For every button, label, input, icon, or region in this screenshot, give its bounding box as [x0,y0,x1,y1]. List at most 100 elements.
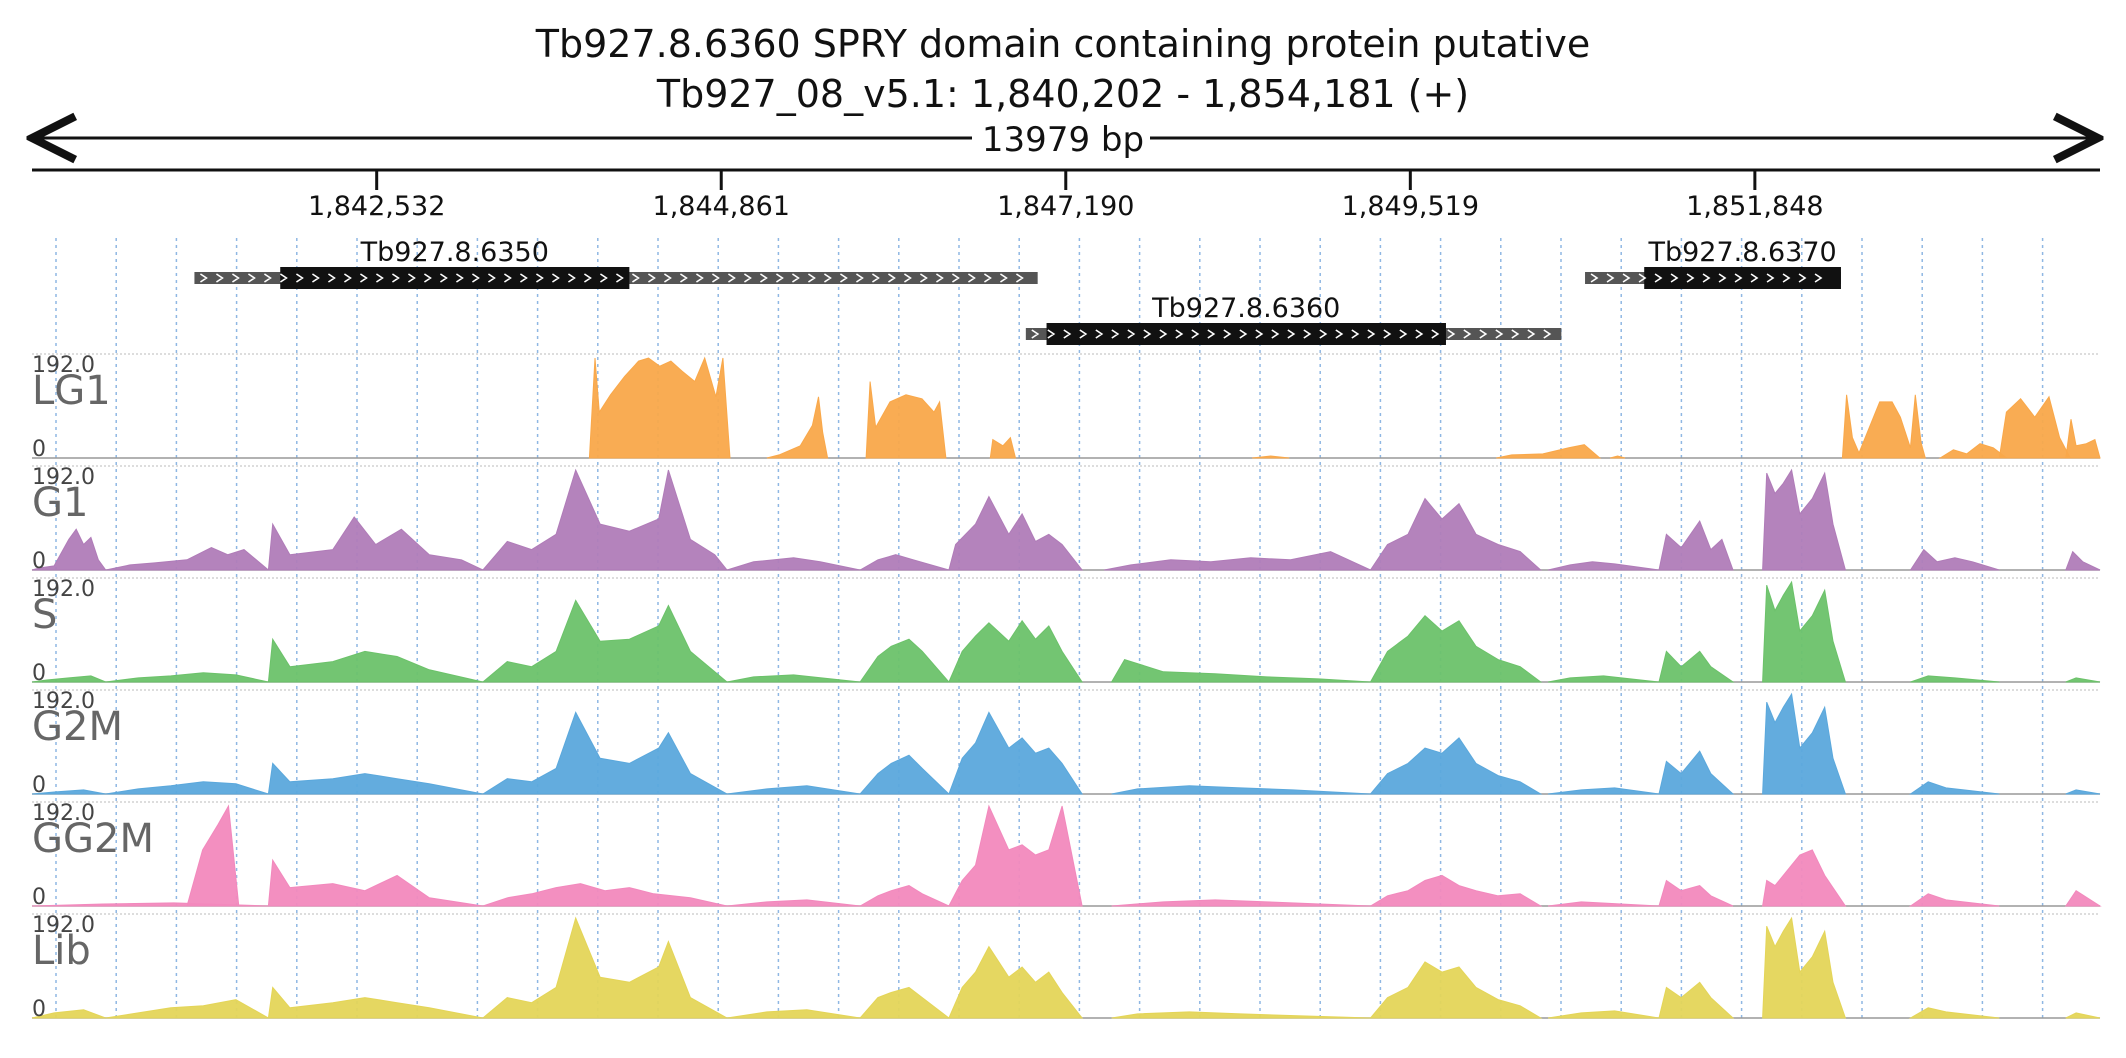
coverage-area [31,1009,106,1019]
coverage-area [105,781,269,795]
track-ymax-label: 192.0 [32,577,95,602]
coverage-area [1111,899,1371,907]
coverage-area [481,916,729,1019]
coverage-area [1841,394,1926,459]
coverage-area [1658,650,1735,683]
coverage-area [481,599,729,683]
gene-strand-chevrons [1031,329,1552,339]
track-ymax-label: 192.0 [32,465,95,490]
chart-subtitle: Tb927_08_v5.1: 1,840,202 - 1,854,181 (+) [656,72,1469,116]
coverage-area [1111,785,1371,795]
coverage-area [948,619,1084,683]
coverage-area [1369,614,1543,683]
coverage-area [1610,455,1626,459]
coverage-area [1111,1011,1371,1019]
coverage-area [726,557,861,571]
coverage-area [859,754,951,795]
coverage-area [948,711,1084,795]
track-ymin-label: 0 [32,885,46,910]
coverage-area [1762,849,1847,907]
coverage-area [267,516,484,571]
gene-label: Tb927.8.6350 [360,237,549,268]
coverage-area [2064,890,2102,907]
coverage-area [2065,550,2101,571]
gene-cds [1644,267,1841,289]
coverage-area [859,638,950,683]
coverage-area [726,674,861,683]
coverage-area [1548,1010,1660,1019]
gene-models: Tb927.8.6350 Tb927.8.6360 Tb927.8.6370 [194,237,1841,345]
coverage-area [1762,692,1847,795]
gene-label: Tb927.8.6360 [1151,293,1340,324]
coverage-area [105,547,270,571]
track-ymin-label: 0 [32,437,46,462]
coverage-area [1762,916,1847,1019]
coverage-area [865,381,947,459]
track-g2m: 192.0 0 G2M [31,689,2101,798]
coverage-area [1909,548,2000,571]
coverage-area [1908,893,2000,907]
coverage-area [1908,781,2000,795]
coverage-area [1369,497,1543,571]
coverage-area [588,356,731,459]
coverage-area [948,804,1083,907]
chart-title: Tb927.8.6360 SPRY domain containing prot… [535,22,1590,66]
coverage-area [726,1009,861,1019]
coverage-area [1658,981,1735,1019]
coverage-area [481,711,729,795]
coverage-area [1762,580,1847,683]
coverage-area [1908,1007,2000,1019]
gene-label: Tb927.8.6370 [1647,237,1836,268]
coverage-area [267,858,483,907]
coverage-area [858,885,950,907]
gene-cds [280,267,630,289]
track-name-label: LG1 [32,368,111,414]
coverage-area [858,554,950,571]
coverage-area [1658,750,1735,795]
coverage-area [31,789,106,795]
coverage-area [481,468,729,571]
gene-model: Tb927.8.6350 [194,237,1038,289]
coverage-area [105,999,271,1019]
track-ymin-label: 0 [32,549,46,574]
coverage-area [267,762,483,795]
span-label: 13979 bp [982,120,1144,160]
track-ymax-label: 192.0 [32,913,95,938]
track-ymax-label: 192.0 [32,353,95,378]
track-lib: 192.0 0 Lib [31,913,2101,1022]
coverage-area [1762,468,1847,571]
coverage-area [1658,519,1734,571]
coverage-area [186,804,240,907]
coverage-area [1938,443,2009,459]
coverage-area [948,945,1084,1019]
coverage-area [1548,675,1660,683]
tick-label: 1,844,861 [653,191,790,222]
track-ymax-label: 192.0 [32,801,95,826]
track-name-label: S [32,592,57,638]
track-ymax-label: 192.0 [32,689,95,714]
coverage-area [1547,561,1660,571]
coverage-area [1368,874,1543,907]
gene-strand-chevrons [1590,273,1823,283]
coverage-area [2065,677,2101,683]
coverage-area [2065,1012,2101,1019]
coverage-area [948,495,1084,571]
track-ymin-label: 0 [32,661,46,686]
coverage-area [482,883,728,907]
coverage-area [726,899,861,907]
coverage-area [1658,879,1734,907]
coverage-area [31,675,106,683]
track-name-label: Lib [32,928,91,974]
coverage-area [1369,737,1543,795]
gene-strand-chevrons [199,273,1024,283]
coverage-area [267,986,483,1019]
coverage-area [726,785,861,795]
coverage-area [1998,395,2072,459]
coverage-tracks: 192.00LG1192.00G1192.00S192.00G2M192.00G… [31,353,2102,1022]
tick-label: 1,851,848 [1686,191,1823,222]
coverage-area [267,637,484,683]
track-s: 192.0 0 S [31,577,2101,686]
track-name-label: G2M [32,704,123,750]
axis-ticks: 1,842,532 1,844,861 1,847,190 1,849,519 1,85… [308,170,1824,222]
